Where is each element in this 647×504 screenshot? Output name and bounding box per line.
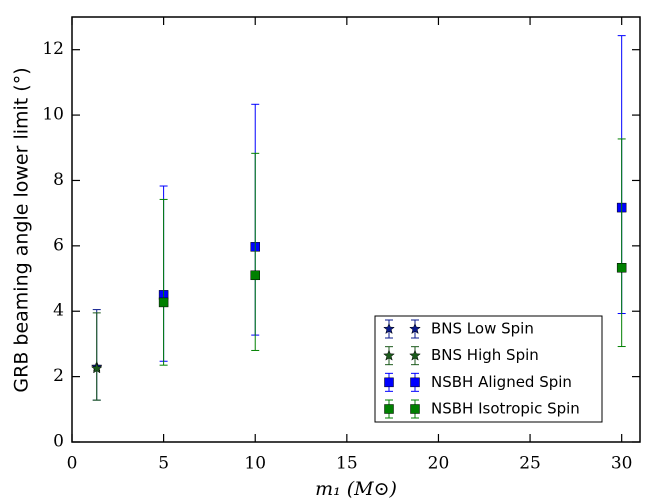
legend-marker [383, 349, 395, 361]
x-tick-label: 0 [67, 454, 78, 474]
legend-label: NSBH Aligned Spin [431, 373, 572, 391]
y-tick-label: 10 [42, 105, 64, 125]
x-tick-label: 30 [611, 454, 633, 474]
marker [616, 263, 627, 273]
legend-label: BNS High Spin [431, 346, 539, 364]
x-tick-label: 15 [336, 454, 358, 474]
legend-marker [384, 404, 394, 414]
y-tick-label: 2 [53, 366, 64, 386]
y-axis-label: GRB beaming angle lower limit (°) [11, 67, 33, 392]
legend-marker [410, 404, 420, 414]
marker [90, 362, 103, 374]
marker [250, 270, 260, 281]
x-tick-label: 10 [244, 454, 266, 474]
y-tick-label: 12 [42, 39, 64, 59]
y-tick-label: 4 [53, 301, 64, 321]
legend-marker [409, 322, 421, 335]
y-tick-label: 8 [53, 170, 64, 190]
x-axis-label: m₁ (M⊙) [315, 478, 397, 500]
y-tick-label: 0 [53, 432, 64, 452]
legend-marker [410, 377, 420, 388]
plot-frame [71, 16, 641, 443]
legend-label: NSBH Isotropic Spin [431, 400, 580, 418]
legend-marker [383, 322, 395, 335]
legend-marker [409, 349, 421, 361]
legend-label: BNS Low Spin [431, 320, 534, 338]
legend-marker [384, 377, 394, 388]
legend: BNS Low Spin BNS High Spin NSBH Aligned Sp… [374, 315, 603, 423]
marker [158, 297, 169, 308]
y-tick-label: 6 [53, 235, 64, 255]
x-tick-label: 25 [519, 454, 541, 474]
x-tick-label: 5 [158, 454, 169, 474]
x-tick-label: 20 [428, 454, 450, 474]
